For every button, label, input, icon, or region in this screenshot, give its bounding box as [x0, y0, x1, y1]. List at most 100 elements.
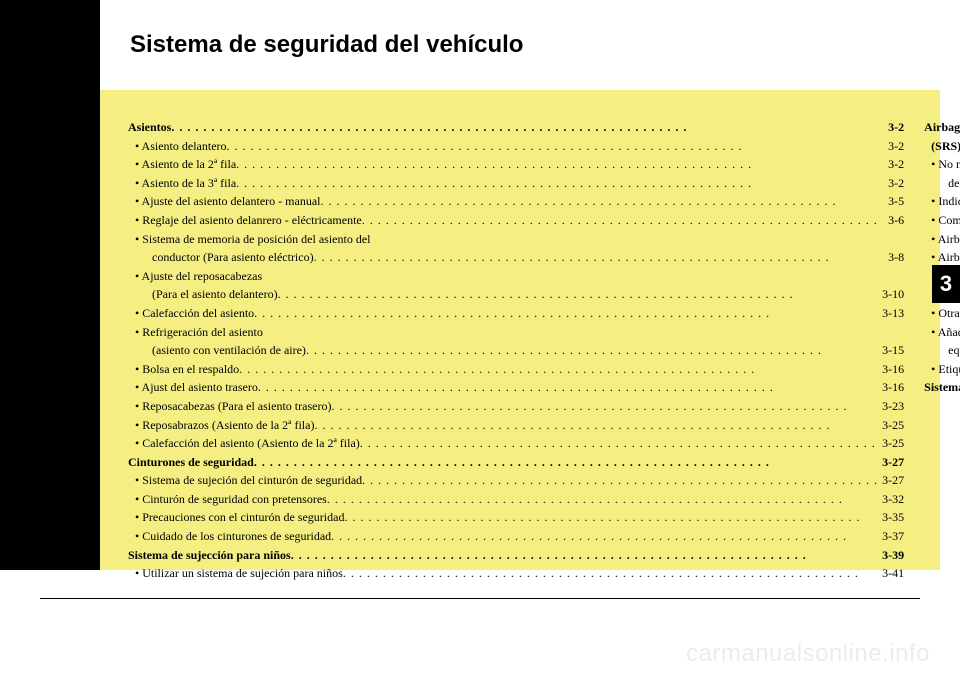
toc-page: 3-23 [878, 397, 904, 416]
toc-label: Asientos [128, 118, 171, 137]
toc-label: • No monte la sujeción para niños en el … [924, 155, 960, 174]
toc-label: • Reposabrazos (Asiento de la 2ª fila) [128, 416, 314, 435]
toc-label: • Asiento delantero [128, 137, 227, 156]
toc-line: Cinturones de seguridad 3-27 [128, 453, 904, 472]
toc-dots [314, 416, 878, 435]
toc-line: delantero del acompañante3-53 [924, 174, 960, 193]
toc-panel: Asientos3-2• Asiento delantero3-2• Asien… [100, 90, 940, 570]
toc-page: 3-27 [878, 453, 904, 472]
toc-label: Cinturones de seguridad [128, 453, 254, 472]
toc-label: • Cuidado de los cinturones de seguridad [128, 527, 331, 546]
toc-label: (SRS) [924, 137, 960, 156]
toc-dots [362, 471, 878, 490]
toc-line: equipado con airbag3-74 [924, 341, 960, 360]
toc-line: • Sistema de sujeción del cinturón de se… [128, 471, 904, 490]
toc-page: 3-39 [878, 546, 904, 565]
toc-page: 3-41 [878, 564, 904, 583]
toc-line: • Reglaje del asiento delanrero - eléctr… [128, 211, 904, 230]
toc-page: 3-16 [878, 360, 904, 379]
toc-page: 3-2 [884, 118, 904, 137]
toc-line: • Ajust del asiento trasero3-16 [128, 378, 904, 397]
toc-dots [306, 341, 878, 360]
toc-page: 3-32 [878, 490, 904, 509]
toc-dots [239, 360, 878, 379]
toc-label: • Cinturón de seguridad con pretensores [128, 490, 327, 509]
toc-line: • Utilizar un sistema de sujeción para n… [128, 564, 904, 583]
bottom-rule [40, 598, 920, 599]
page-header: Sistema de seguridad del vehículo [100, 0, 940, 90]
toc-label: (asiento con ventilación de aire) [128, 341, 306, 360]
toc-column-right: Airbag - sistema de sujeción complementa… [924, 118, 960, 550]
toc-line: • Refrigeración del asiento [128, 323, 904, 342]
toc-dots [254, 304, 878, 323]
toc-label: • Bolsa en el respaldo [128, 360, 239, 379]
toc-line: • Sistema de memoria de posición del asi… [128, 230, 904, 249]
toc-dots [236, 155, 884, 174]
chapter-badge: 3 [932, 265, 960, 303]
toc-line: • Asiento de la 3ª fila 3-2 [128, 174, 904, 193]
toc-label: equipado con airbag [924, 341, 960, 360]
toc-page: 3-25 [878, 416, 904, 435]
toc-label: (Para el asiento delantero) [128, 285, 278, 304]
page-title: Sistema de seguridad del vehículo [130, 31, 523, 59]
toc-label: • Sistema de memoria de posición del asi… [128, 230, 370, 249]
toc-label: • Ajuste del asiento delantero - manual [128, 192, 320, 211]
toc-line: • Calefacción del asiento (Asiento de la… [128, 434, 904, 453]
toc-page: 3-15 [878, 341, 904, 360]
toc-dots [314, 248, 885, 267]
toc-line: (Para el asiento delantero) 3-10 [128, 285, 904, 304]
toc-line: • Airbag delantero del conductor y el ac… [924, 230, 960, 249]
toc-label: • Asiento de la 2ª fila [128, 155, 236, 174]
toc-page: 3-25 [878, 434, 904, 453]
toc-label: • Añadir equipamiento o modificar el veh… [924, 323, 960, 342]
toc-line: Asientos 3-2 [128, 118, 904, 137]
toc-dots [344, 508, 878, 527]
toc-label: • Indicador y advertencia del airbag [924, 192, 960, 211]
toc-dots [331, 527, 878, 546]
toc-page: 3-6 [884, 211, 904, 230]
toc-line: • Cuidado de los cinturones de seguridad… [128, 527, 904, 546]
toc-label: • Asiento de la 3ª fila [128, 174, 236, 193]
toc-line: • Airbag de impacto lateral3-64 [924, 248, 960, 267]
toc-line: Sistema de elevación activa del capó3-76 [924, 378, 960, 397]
toc-dots [320, 192, 884, 211]
toc-dots [343, 564, 878, 583]
toc-label: • Airbag delantero del conductor y el ac… [924, 230, 960, 249]
toc-label: • Calefacción del asiento (Asiento de la… [128, 434, 360, 453]
toc-page: 3-35 [878, 508, 904, 527]
toc-line: • Bolsa en el respaldo 3-16 [128, 360, 904, 379]
toc-page: 3-37 [878, 527, 904, 546]
toc-page: 3-2 [884, 174, 904, 193]
toc-column-left: Asientos3-2• Asiento delantero3-2• Asien… [128, 118, 904, 550]
toc-page: 3-16 [878, 378, 904, 397]
toc-line: • Componentes y funciones del SRS3-55 [924, 211, 960, 230]
toc-line: • Ajuste del asiento delantero - manual3… [128, 192, 904, 211]
toc-label: • Airbag de impacto lateral [924, 248, 960, 267]
toc-line: • Reposabrazos (Asiento de la 2ª fila) 3-… [128, 416, 904, 435]
toc-label: Sistema de sujección para niños [128, 546, 291, 565]
toc-dots [327, 490, 878, 509]
toc-line: • Añadir equipamiento o modificar el veh… [924, 323, 960, 342]
toc-label: • Refrigeración del asiento [128, 323, 263, 342]
toc-dots [331, 397, 878, 416]
toc-dots [171, 118, 884, 137]
toc-page: 3-2 [884, 137, 904, 156]
toc-label: • Reglaje del asiento delanrero - eléctr… [128, 211, 362, 230]
toc-label: • Ajuste del reposacabezas [128, 267, 262, 286]
toc-line: (SRS)3-50 [924, 137, 960, 156]
toc-dots [291, 546, 878, 565]
toc-label: • Reposacabezas (Para el asiento trasero… [128, 397, 331, 416]
watermark: carmanualsonline.info [686, 640, 930, 668]
toc-dots [360, 434, 878, 453]
toc-line: Airbag - sistema de sujeción complementa… [924, 118, 960, 137]
toc-page: 3-8 [884, 248, 904, 267]
toc-line: • No monte la sujeción para niños en el … [924, 155, 960, 174]
toc-line: • Ajuste del reposacabezas [128, 267, 904, 286]
toc-line: • Otras precauciones de seguridad3-73 [924, 304, 960, 323]
toc-page: 3-10 [878, 285, 904, 304]
toc-line: • Indicador y advertencia del airbag3-54 [924, 192, 960, 211]
toc-line: • Cinturón de seguridad con pretensores 3… [128, 490, 904, 509]
toc-label: • Sistema de sujeción del cinturón de se… [128, 471, 362, 490]
toc-label: • Etiqueta de aviso de airbag [924, 360, 960, 379]
toc-label: Airbag - sistema de sujeción complementa… [924, 118, 960, 137]
